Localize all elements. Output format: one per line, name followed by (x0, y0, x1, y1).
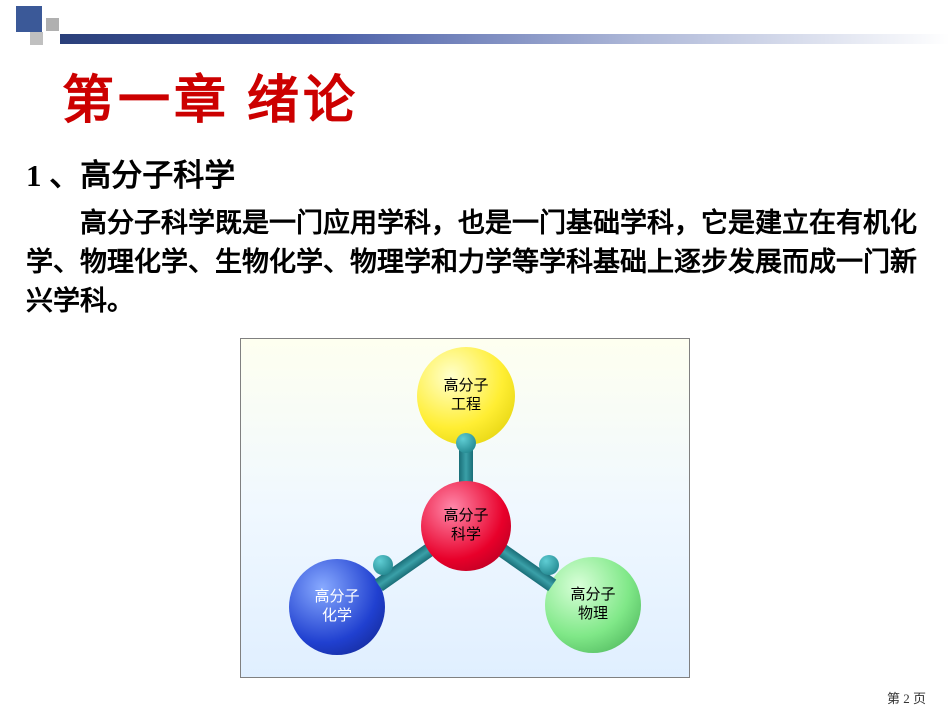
decor-square-small-1 (46, 18, 59, 31)
node-right-line1: 高分子 (570, 586, 615, 606)
decor-square-small-2 (30, 32, 43, 45)
node-top-line1: 高分子 (443, 377, 488, 397)
node-top-line2: 工程 (451, 396, 481, 416)
concept-diagram: 高分子 工程 高分子 科学 高分子 化学 高分子 物理 (240, 338, 690, 678)
title-text: 第一章 绪论 (62, 73, 359, 130)
edge-joint-right (539, 555, 559, 575)
edge-joint-left (373, 555, 393, 575)
page-footer: 第 2 页 (887, 688, 926, 707)
node-science: 高分子 科学 (421, 481, 511, 571)
decor-gradient-rule (60, 34, 950, 44)
node-chemistry: 高分子 化学 (289, 559, 385, 655)
node-center-line2: 科学 (451, 526, 481, 546)
node-engineering: 高分子 工程 (417, 347, 515, 445)
page-title: 第一章 绪论 (62, 58, 359, 133)
section-subtitle: 1 、高分子科学 (26, 150, 235, 195)
node-left-line2: 化学 (322, 607, 352, 627)
header-decoration (0, 0, 950, 50)
node-center-line1: 高分子 (443, 507, 488, 527)
node-physics: 高分子 物理 (545, 557, 641, 653)
edge-joint-top (456, 433, 476, 453)
decor-square-large (16, 6, 42, 32)
body-paragraph: 高分子科学既是一门应用学科，也是一门基础学科，它是建立在有机化学、物理化学、生物… (26, 204, 924, 321)
node-right-line2: 物理 (578, 605, 608, 625)
node-left-line1: 高分子 (314, 588, 359, 608)
